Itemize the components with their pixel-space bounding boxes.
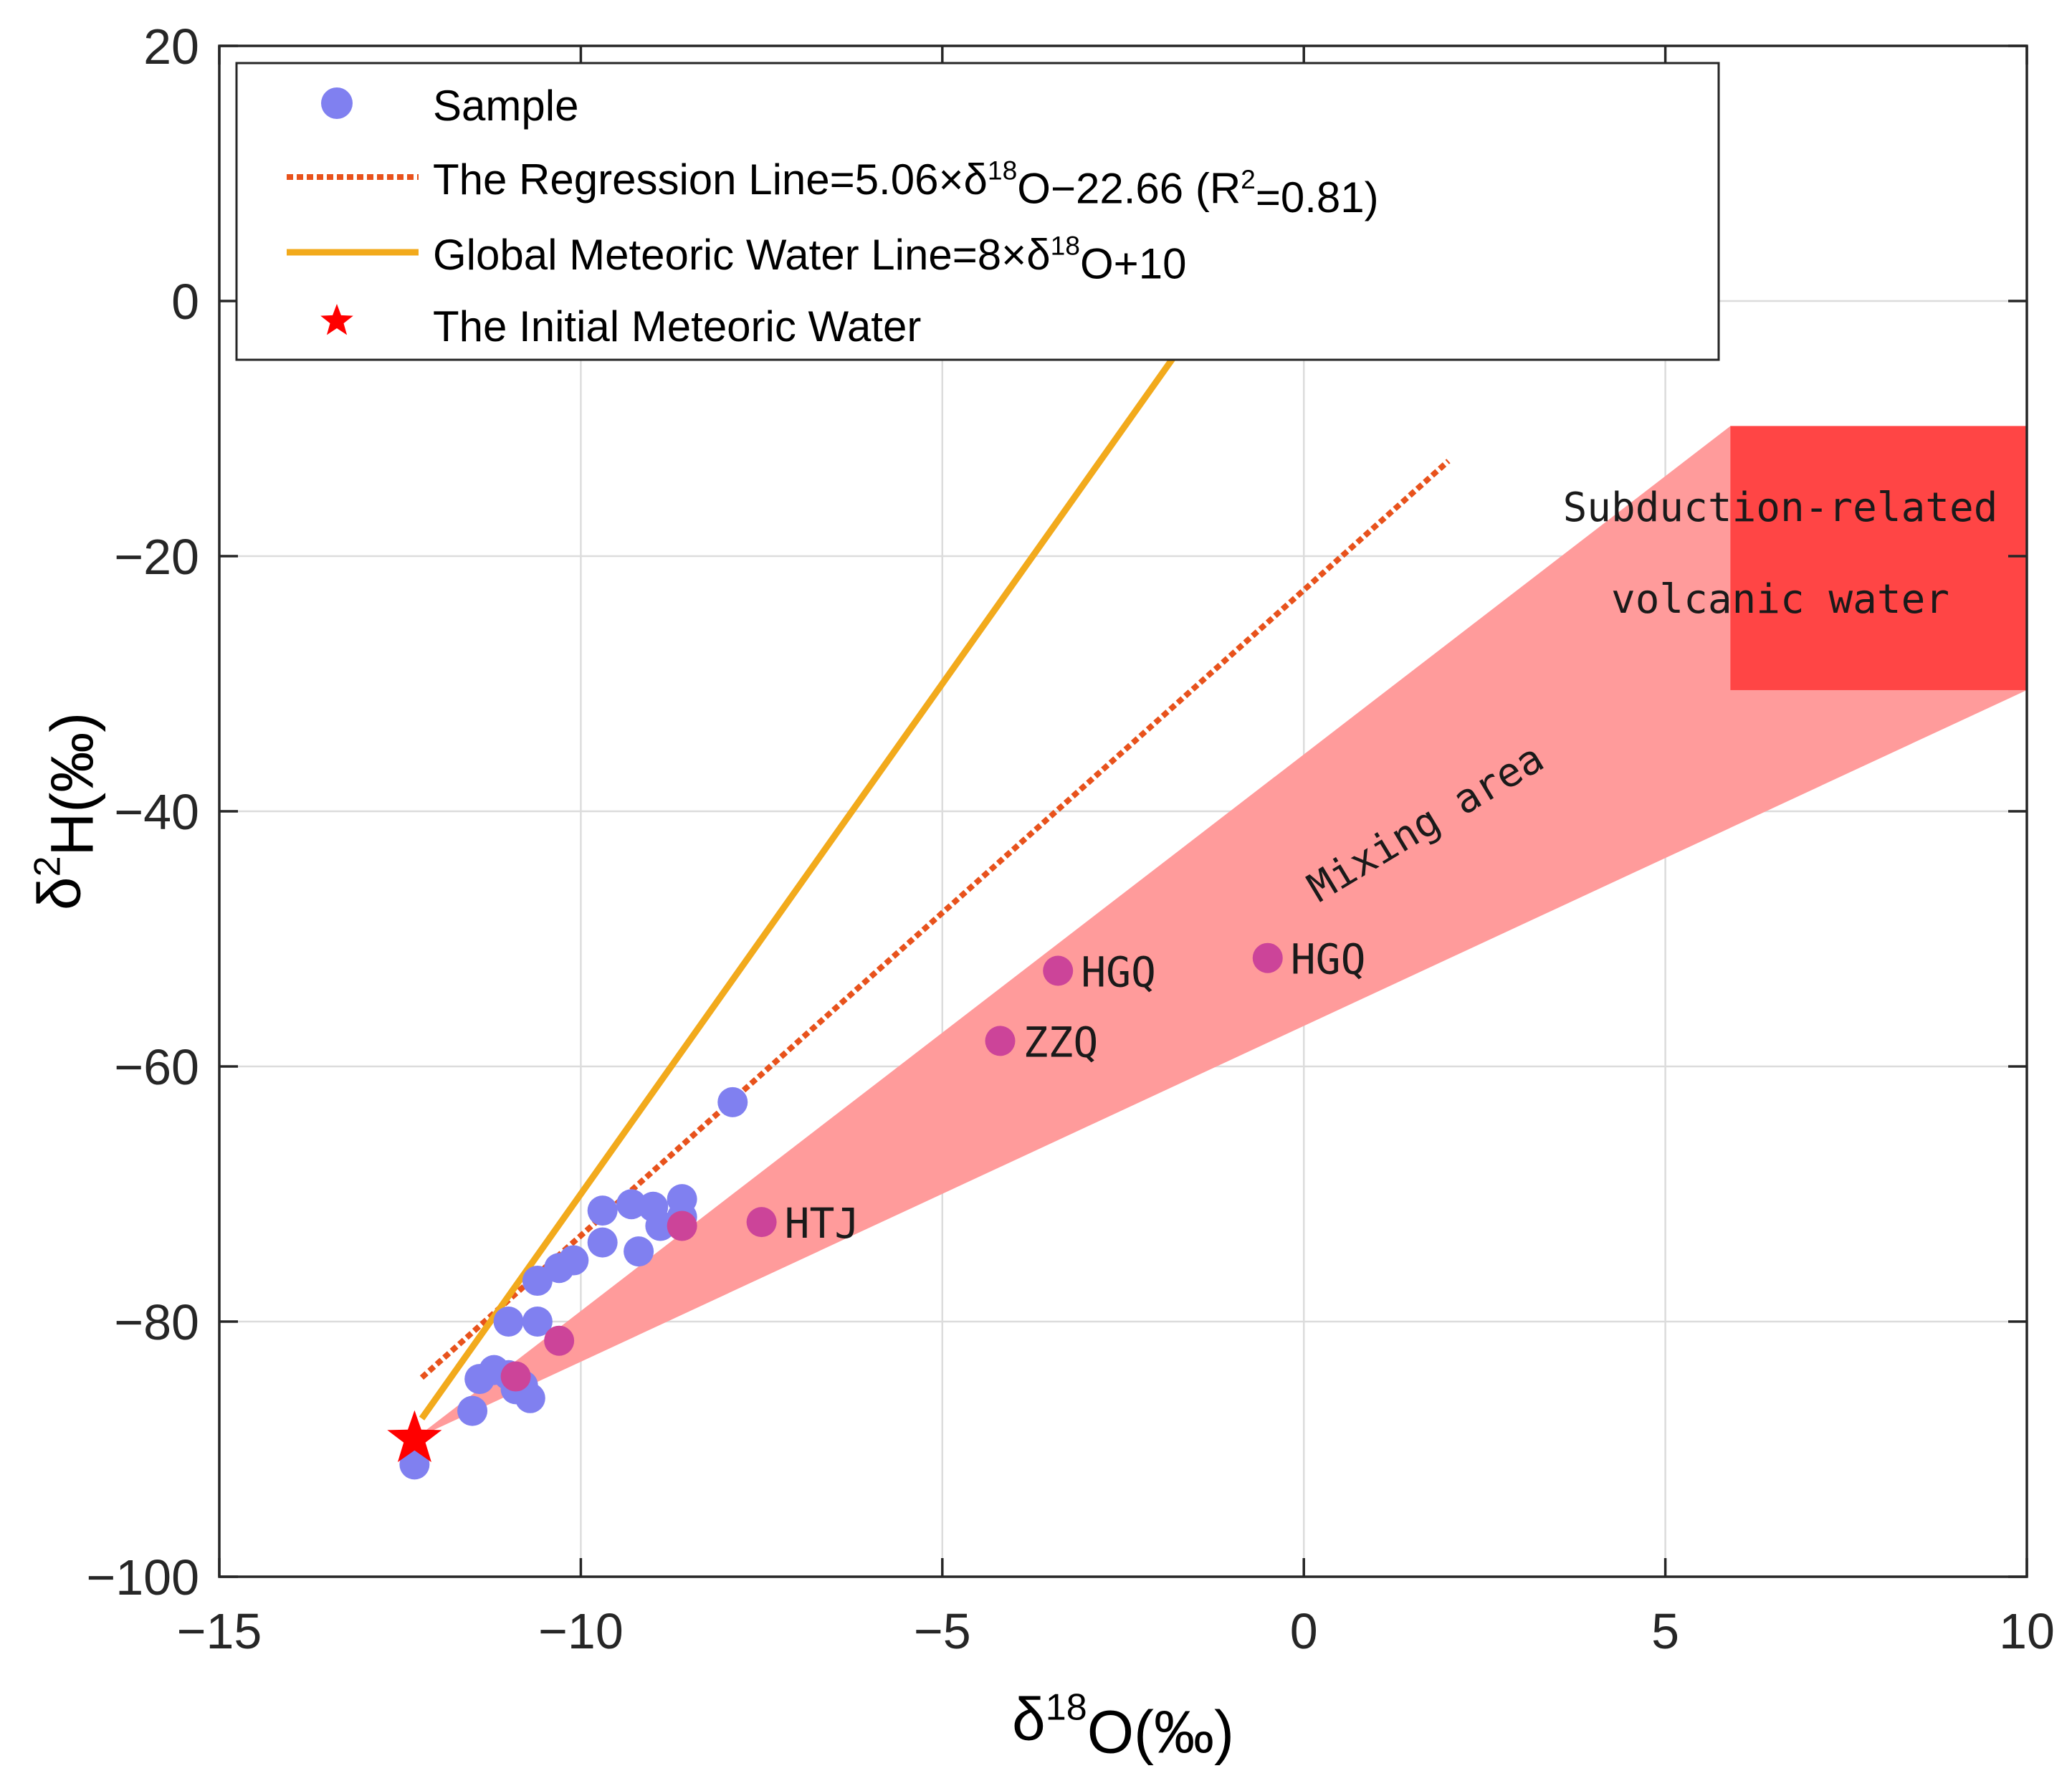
- regression-line: [419, 459, 1451, 1380]
- axis-titles-layer: δ18​O(‰) δ2​H(‰): [26, 712, 1234, 1766]
- sample-point: [515, 1383, 545, 1413]
- y-tick-label: 20: [143, 19, 199, 75]
- sample-point: [493, 1307, 524, 1337]
- point-label: HGQ: [1291, 935, 1366, 984]
- y-tick-label: −40: [114, 784, 199, 840]
- volcanic-label-line2: volcanic water: [1611, 576, 1949, 623]
- y-tick-label: −100: [86, 1549, 199, 1605]
- volcanic-label-line1: Subduction-related: [1563, 484, 1998, 531]
- sample-point: [399, 1449, 430, 1480]
- initial-water-star: [387, 1410, 442, 1463]
- highlight-point: [1043, 955, 1074, 986]
- x-tick-label: −5: [914, 1603, 971, 1659]
- regions-layer: [414, 426, 2027, 1439]
- legend-sample-marker: [321, 87, 353, 119]
- highlight-point: [544, 1325, 575, 1356]
- highlight-point: [985, 1026, 1016, 1056]
- y-tick-label: −60: [114, 1039, 199, 1095]
- sample-point: [717, 1087, 748, 1117]
- sample-point: [587, 1227, 618, 1258]
- legend-box: [235, 62, 1720, 361]
- sample-point: [587, 1195, 618, 1226]
- sample-point: [522, 1307, 553, 1337]
- point-label: HGQ: [1081, 948, 1156, 997]
- legend-label-initial: The Initial Meteoric Water: [433, 302, 921, 350]
- legend-star-marker: [320, 304, 353, 335]
- y-tick-label: −80: [114, 1294, 199, 1350]
- volcanic-water-box: [1730, 426, 2027, 690]
- point-label: ZZQ: [1023, 1018, 1099, 1066]
- highlight-point: [746, 1207, 777, 1238]
- x-tick-label: 5: [1651, 1603, 1679, 1659]
- highlight-point: [1252, 942, 1283, 973]
- sample-point: [558, 1245, 589, 1276]
- y-axis-title: δ2​H(‰): [26, 712, 106, 910]
- highlight-point: [500, 1361, 531, 1392]
- axes-layer: −15 −10 −5 0 5 10 −100 −80 −60 −40 −20 0 20: [86, 19, 2055, 1659]
- x-tick-label: 10: [1999, 1603, 2055, 1659]
- points-layer: [387, 942, 1283, 1480]
- sample-point: [522, 1266, 553, 1296]
- y-tick-label: 0: [171, 274, 199, 330]
- sample-point: [624, 1236, 654, 1267]
- x-tick-label: −15: [177, 1603, 262, 1659]
- mixing-area: [414, 426, 2027, 1439]
- x-axis-title: δ18​O(‰): [1012, 1686, 1234, 1766]
- point-label: HTJ: [785, 1199, 860, 1248]
- gmwl-line: [419, 355, 1177, 1420]
- x-tick-label: −10: [538, 1603, 624, 1659]
- x-tick-label: 0: [1290, 1603, 1318, 1659]
- lines-layer: [419, 355, 1451, 1420]
- sample-point: [457, 1395, 488, 1426]
- y-tick-label: −20: [114, 529, 199, 585]
- legend-label-sample: Sample: [433, 82, 578, 130]
- highlight-point: [667, 1210, 697, 1241]
